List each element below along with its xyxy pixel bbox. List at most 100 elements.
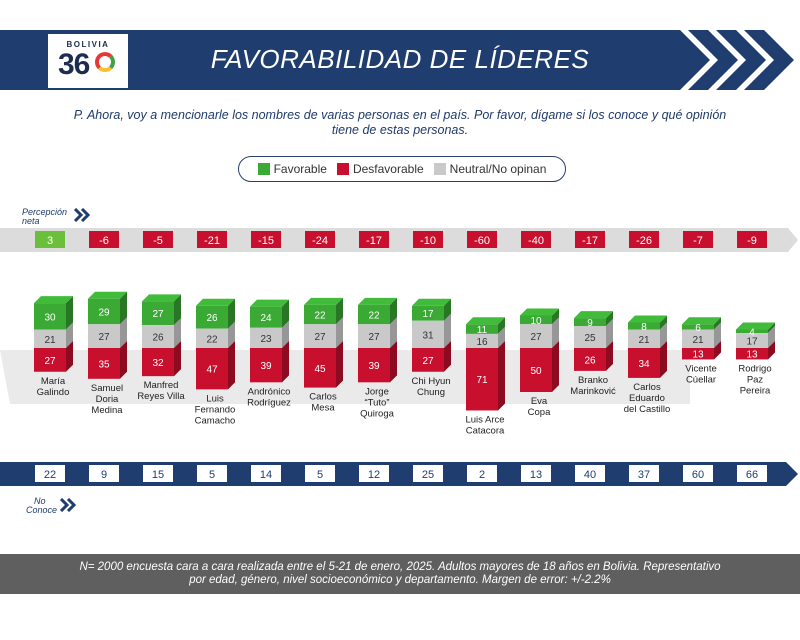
bar-side-favorable (714, 317, 721, 330)
bar-side-desfavorable (660, 341, 667, 378)
bar-side-desfavorable (390, 341, 397, 383)
bar-segment-favorable (88, 298, 120, 325)
no-conoce-value: 60 (692, 469, 704, 481)
bar-value-favorable: 8 (641, 322, 647, 333)
bar-value-desfavorable: 47 (206, 365, 218, 376)
bar-segment-desfavorable (520, 348, 552, 392)
bar-segment-favorable (736, 329, 768, 334)
bar-value-desfavorable: 13 (746, 350, 758, 361)
bar-segment-favorable (304, 304, 336, 325)
net-perception-box (575, 231, 605, 248)
bar-value-desfavorable: 26 (584, 355, 596, 366)
bar-side-favorable (660, 315, 667, 330)
bar-segment-neutral (304, 324, 336, 348)
category-label: Copa (528, 407, 551, 418)
no-conoce-band (0, 462, 798, 486)
net-perception-value: -15 (258, 235, 274, 247)
bar-top-favorable (628, 315, 667, 323)
net-perception-box (629, 231, 659, 248)
no-conoce-box (305, 465, 335, 482)
bar-side-desfavorable (768, 341, 775, 360)
no-conoce-value: 13 (530, 469, 542, 481)
bar-top-favorable (466, 317, 505, 325)
bar-segment-favorable (412, 305, 444, 321)
bar-value-neutral: 27 (368, 332, 380, 343)
no-conoce-value: 37 (638, 469, 650, 481)
bar-segment-neutral (520, 324, 552, 348)
bar-side-favorable (66, 296, 73, 330)
bar-value-desfavorable: 34 (638, 359, 650, 370)
bar-value-desfavorable: 27 (422, 356, 434, 367)
bar-segment-favorable (142, 301, 174, 326)
bar-top-favorable (88, 291, 127, 299)
no-conoce-value: 22 (44, 469, 56, 481)
bar-value-neutral: 21 (638, 335, 650, 346)
net-perception-label-line1: Percepción (22, 207, 68, 217)
bar-segment-favorable (466, 324, 498, 334)
bar-segment-neutral (34, 329, 66, 348)
net-perception-value: -10 (420, 235, 436, 247)
bar-value-favorable: 27 (152, 309, 164, 320)
net-perception-box (737, 231, 767, 248)
category-label: Branko (578, 375, 608, 386)
net-perception-box (359, 231, 389, 248)
net-perception-box (35, 231, 65, 248)
bar-top-favorable (358, 297, 397, 305)
logo-number: 36 (58, 48, 90, 81)
net-perception-band (0, 228, 798, 252)
no-conoce-value: 40 (584, 469, 596, 481)
no-conoce-box (521, 465, 551, 482)
bar-side-neutral (606, 319, 613, 348)
net-perception-value: -5 (153, 235, 163, 247)
bar-segment-desfavorable (88, 348, 120, 379)
bar-value-neutral: 27 (314, 332, 326, 343)
bar-side-neutral (66, 322, 73, 348)
bar-value-desfavorable: 32 (152, 358, 164, 369)
category-label: “Tuto” (365, 397, 390, 408)
no-conoce-value: 9 (101, 469, 107, 481)
category-label: Eva (531, 396, 548, 407)
net-perception-value: -17 (366, 235, 382, 247)
bar-segment-neutral (736, 333, 768, 348)
category-label: Rodríguez (247, 397, 291, 408)
bar-side-desfavorable (552, 341, 559, 392)
category-label: Chung (417, 387, 445, 398)
no-conoce-value: 5 (209, 469, 215, 481)
bar-side-neutral (336, 317, 343, 348)
bar-segment-desfavorable (412, 348, 444, 372)
category-label: Eduardo (629, 393, 665, 404)
bar-side-desfavorable (120, 341, 127, 379)
no-conoce-value: 5 (317, 469, 323, 481)
bar-segment-neutral (574, 326, 606, 348)
no-conoce-box (143, 465, 173, 482)
bar-segment-desfavorable (142, 348, 174, 377)
bar-value-favorable: 10 (530, 316, 542, 327)
category-label: Vicente (685, 363, 717, 374)
bar-side-favorable (390, 297, 397, 325)
bar-side-neutral (498, 326, 505, 348)
title-banner (0, 30, 794, 90)
bar-value-desfavorable: 45 (314, 364, 326, 375)
bar-value-favorable: 22 (368, 311, 380, 322)
no-conoce-box (683, 465, 713, 482)
bar-value-favorable: 24 (260, 313, 272, 324)
bar-segment-neutral (142, 325, 174, 348)
bar-side-neutral (174, 318, 181, 348)
bar-value-favorable: 4 (749, 327, 755, 338)
bar-value-neutral: 21 (692, 335, 704, 346)
net-perception-value: -60 (474, 235, 490, 247)
bar-value-desfavorable: 35 (98, 359, 110, 370)
bar-segment-favorable (682, 324, 714, 330)
logo-text: BOLIVIA (66, 40, 110, 49)
footnote: N= 2000 encuesta cara a cara realizada e… (0, 554, 800, 594)
bar-value-neutral: 25 (584, 333, 596, 344)
bar-side-neutral (552, 317, 559, 348)
bar-side-desfavorable (66, 341, 73, 372)
category-label: Medina (91, 405, 123, 416)
page-title: FAVORABILIDAD DE LÍDERES (210, 44, 590, 74)
net-perception-value: -17 (582, 235, 598, 247)
net-perception-box (467, 231, 497, 248)
category-label: Carlos (309, 392, 337, 403)
net-perception-box (89, 231, 119, 248)
bar-value-desfavorable: 39 (260, 361, 272, 372)
